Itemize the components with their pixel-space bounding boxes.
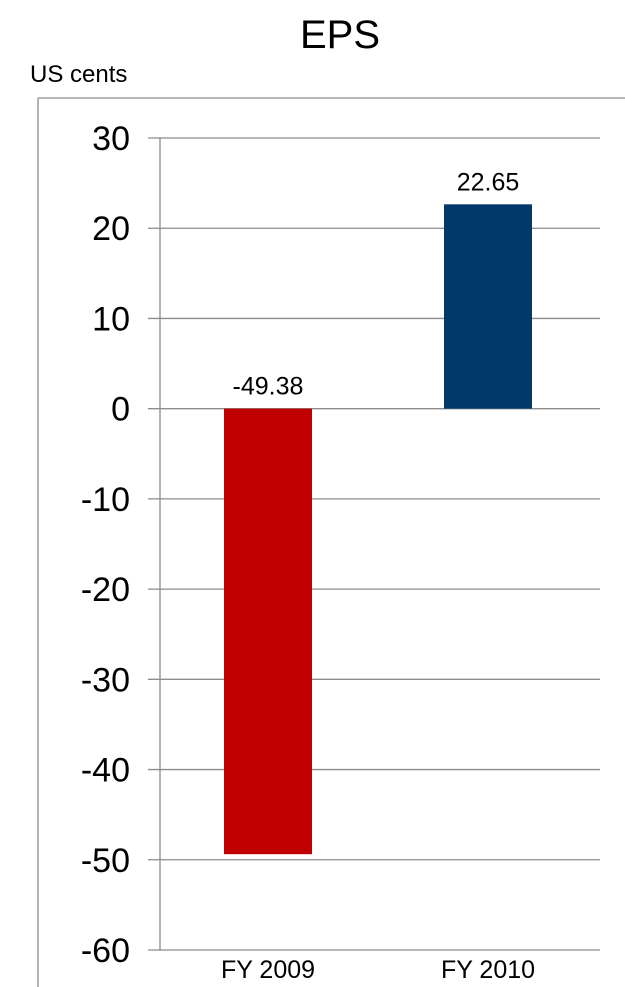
y-tick-label: 30 (92, 120, 130, 158)
x-tick-label: FY 2010 (441, 956, 535, 984)
y-tick-label: -30 (81, 661, 130, 699)
chart-title: EPS (300, 13, 380, 57)
x-axis-ticks: FY 2009 FY 2010 (221, 956, 535, 984)
y-axis-unit-label: US cents (30, 61, 127, 88)
y-tick-label: 0 (111, 391, 130, 429)
data-label: 22.65 (457, 168, 520, 196)
x-tick-label: FY 2009 (221, 956, 315, 984)
y-tick-label: -20 (81, 571, 130, 609)
data-labels: -49.38 22.65 (233, 168, 520, 400)
y-axis-ticks: 30 20 10 0 -10 -20 -30 -40 -50 -60 (81, 120, 130, 970)
y-tick-label: 10 (92, 300, 130, 338)
gridlines (148, 137, 600, 951)
bar (444, 204, 532, 409)
y-tick-label: -10 (81, 481, 130, 519)
plot-frame (37, 97, 625, 987)
data-label: -49.38 (233, 373, 304, 401)
y-tick-label: -60 (81, 932, 130, 970)
bars (224, 204, 532, 855)
y-tick-label: -50 (81, 842, 130, 880)
y-tick-label: 20 (92, 210, 130, 248)
bar (224, 408, 312, 855)
y-tick-label: -40 (81, 752, 130, 790)
